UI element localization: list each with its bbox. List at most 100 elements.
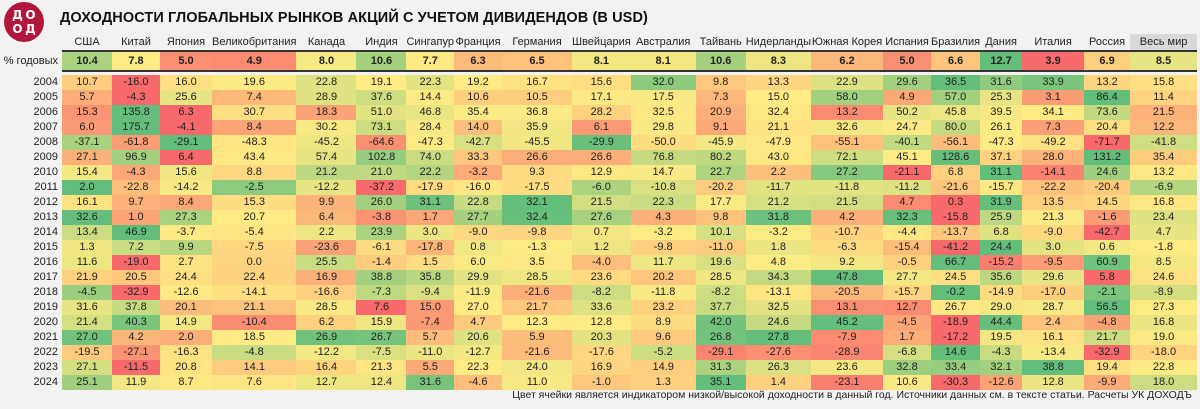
table-row: 2006 15.3 135.8 6.3 30.7 18.3 51.0 46.8 35.4 36.8… [0,105,1198,120]
heatmap-cell: 16.1 [1022,330,1085,345]
row-label: 2011 [34,181,58,193]
heatmap-cell: -6.0 [572,180,631,195]
heatmap-cell: -10.4 [212,315,297,330]
heatmap-cell: -15.7 [980,180,1023,195]
heatmap-cell: -16.0 [454,180,502,195]
heatmap-cell: 23.2 [630,300,696,315]
heatmap-cell: 12.2 [1130,120,1198,135]
heatmap-cell: 2.7 [160,255,212,270]
heatmap-cell: 9.3 [502,165,572,180]
row-label: % годовых [3,54,58,67]
heatmap-cell: 21.4 [62,315,112,330]
heatmap-cell: 27.7 [454,210,502,225]
heatmap-cell: 26.7 [931,300,981,315]
heatmap-cell: 4.8 [745,255,812,270]
heatmap-cell: 45.1 [883,150,932,165]
heatmap-cell: 4.9 [883,90,932,105]
heatmap-cell: -13.4 [1022,345,1085,360]
table-row: 2024 25.1 11.9 8.7 7.6 12.7 12.4 31.6 -4.6 11.0 -1… [0,375,1198,390]
heatmap-cell: -3.2 [630,225,696,240]
heatmap-cell: 17.7 [695,195,746,210]
heatmap-cell: -11.2 [883,180,932,195]
heatmap-cell: 14.6 [931,345,981,360]
column-header: Дания [985,35,1017,48]
heatmap-cell: 27.0 [454,300,502,315]
heatmap-cell: -28.9 [811,345,884,360]
column-header: США [74,35,100,48]
heatmap-cell: 40.3 [112,315,160,330]
heatmap-cell: -1.8 [1130,240,1198,255]
heatmap-cell: -0.2 [931,285,981,300]
heatmap-cell: 27.6 [572,210,631,225]
heatmap-cell: 26.3 [745,360,812,375]
heatmap-cell: 1.8 [745,240,812,255]
heatmap-cell: 6.0 [62,120,112,135]
heatmap-cell: 2.4 [1022,315,1085,330]
heatmap-cell: 29.9 [454,270,502,285]
heatmap-cell: 24.4 [980,240,1023,255]
heatmap-cell: 72.1 [811,150,884,165]
heatmap-cell: 8.5 [1130,50,1198,72]
heatmap-cell: 20.8 [160,360,212,375]
heatmap-cell: 5.8 [1084,270,1131,285]
heatmap-cell: 15.9 [356,315,407,330]
heatmap-cell: 15.6 [160,165,212,180]
heatmap-cell: 26.0 [356,195,407,210]
heatmap-cell: 20.9 [695,105,746,120]
row-label: 2014 [33,226,58,238]
heatmap-cell: 6.1 [572,120,631,135]
heatmap-cell: 13.5 [1022,195,1085,210]
row-label: 2017 [33,271,58,283]
row-label: 2008 [33,136,58,148]
heatmap-cell: -7.3 [356,285,407,300]
heatmap-cell: 28.5 [296,300,357,315]
table-row: 2020 21.4 40.3 14.9 -10.4 6.2 15.9 -7.4 4.7 12.3 1… [0,315,1198,330]
heatmap-cell: -21.6 [502,345,572,360]
heatmap-cell: 32.4 [745,105,812,120]
heatmap-cell: 35.6 [980,270,1023,285]
heatmap-cell: -19.5 [62,345,112,360]
heatmap-cell: -4.3 [112,165,160,180]
heatmap-cell: 9.1 [695,120,746,135]
heatmap-cell: 7.6 [212,375,297,390]
column-header: Испания [885,35,929,48]
heatmap-cell: 15.3 [212,195,297,210]
column-header: Франция [455,35,501,48]
heatmap-cell: -9.9 [1084,375,1131,390]
heatmap-cell: 23.9 [356,225,407,240]
heatmap-cell: 13.2 [1130,165,1198,180]
row-label: 2005 [33,91,58,103]
column-header: Германия [512,35,562,48]
heatmap-cell: -32.9 [1084,345,1131,360]
heatmap-cell: 46.8 [406,105,454,120]
heatmap-cell: 86.4 [1084,90,1131,105]
heatmap-cell: -21.1 [883,165,932,180]
heatmap-cell: 32.4 [502,210,572,225]
heatmap-cell: 0.6 [1084,240,1131,255]
heatmap-cell: 6.2 [296,315,357,330]
heatmap-cell: -11.8 [630,285,696,300]
heatmap-cell: -7.5 [212,240,297,255]
heatmap-cell: -16.3 [160,345,212,360]
heatmap-cell: -11.9 [454,285,502,300]
heatmap-cell: -17.9 [406,180,454,195]
table-row: 2008 -37.1 -61.8 -29.1 -48.3 -45.2 -64.6 -47.3-… [0,135,1198,150]
column-header: Сингапур [406,35,454,48]
heatmap-cell: -29.1 [695,345,746,360]
heatmap-cell: 102.8 [356,150,407,165]
heatmap-cell: 21.3 [1022,210,1085,225]
heatmap-cell: 73.1 [356,120,407,135]
heatmap-cell: -1.3 [502,240,572,255]
heatmap-cell: 3.5 [502,255,572,270]
heatmap-cell: 25.6 [160,90,212,105]
heatmap-cell: 24.4 [160,270,212,285]
heatmap-cell: 25.5 [296,255,357,270]
heatmap-cell: 56.5 [1084,300,1131,315]
row-label: 2010 [33,166,58,178]
heatmap-cell: 5.0 [883,50,932,72]
heatmap-cell: -4.5 [883,315,932,330]
heatmap-cell: 6.3 [160,105,212,120]
column-header: Тайвань [699,35,742,48]
heatmap-cell: 45.2 [811,315,884,330]
